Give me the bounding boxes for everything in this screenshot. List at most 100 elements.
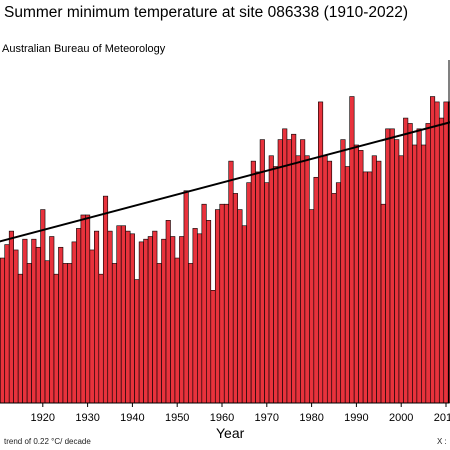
bar-1994 [371, 155, 377, 404]
bar-1976 [291, 133, 297, 404]
bar-1983 [322, 155, 328, 404]
bar-2009 [438, 117, 445, 404]
trend-line [0, 121, 450, 243]
bar-1941 [134, 279, 140, 404]
bar-1911 [0, 257, 6, 404]
bar-2003 [412, 144, 418, 404]
bar-1936 [111, 263, 118, 404]
bar-1997 [385, 128, 391, 404]
bar-1974 [282, 128, 288, 404]
bar-1952 [183, 190, 189, 404]
bar-1926 [67, 263, 73, 404]
bar-1946 [156, 263, 162, 404]
bar-1995 [376, 160, 382, 404]
bar-1940 [129, 233, 135, 404]
bar-1914 [13, 249, 19, 404]
bar-2005 [421, 144, 427, 404]
bar-2007 [430, 96, 436, 404]
bar-1942 [138, 241, 144, 404]
bar-1924 [58, 246, 64, 404]
chart-subtitle: Australian Bureau of Meteorology [2, 43, 166, 55]
bar-1964 [237, 209, 243, 404]
bar-1954 [192, 228, 198, 404]
bar-1950 [174, 257, 180, 404]
bar-1947 [161, 238, 167, 404]
bar-1980 [309, 209, 315, 404]
bar-1956 [201, 203, 207, 404]
bar-1958 [210, 290, 216, 404]
bar-1971 [268, 155, 274, 404]
bar-1987 [340, 139, 346, 404]
bar-1935 [107, 230, 113, 404]
bar-1965 [241, 225, 247, 404]
bar-1929 [80, 214, 86, 404]
trend-group [0, 121, 450, 243]
x-tick-label-1990: 1990 [344, 412, 368, 424]
bar-1999 [394, 139, 400, 404]
bar-1967 [250, 160, 256, 404]
bar-1970 [264, 182, 270, 404]
x-tick-label-2000: 2000 [389, 412, 413, 424]
bar-1934 [102, 195, 109, 404]
bars-group [0, 96, 450, 404]
bar-1959 [214, 209, 221, 404]
bar-1944 [147, 236, 153, 404]
bar-1992 [362, 171, 368, 404]
plot-frame [0, 60, 450, 404]
bar-1963 [232, 193, 238, 404]
x-axis-label: Year [216, 425, 245, 441]
bar-1985 [331, 193, 337, 404]
bar-1921 [44, 260, 50, 404]
bar-1943 [143, 238, 149, 404]
bar-1928 [76, 228, 82, 404]
bar-1932 [94, 230, 100, 404]
bar-1915 [17, 273, 23, 404]
bar-1918 [31, 238, 37, 404]
bar-1922 [49, 236, 55, 404]
bar-1982 [318, 101, 324, 404]
bar-1923 [53, 273, 59, 404]
x-tick-label-1970: 1970 [255, 412, 279, 424]
bar-1933 [98, 273, 104, 404]
bar-1951 [179, 236, 185, 404]
x-tick-label-1940: 1940 [120, 412, 144, 424]
bar-1917 [26, 263, 32, 404]
bar-1962 [228, 160, 234, 404]
bar-1989 [349, 96, 355, 404]
footer-right-label: X : [437, 437, 447, 446]
bar-1960 [219, 203, 225, 404]
bar-1949 [170, 236, 176, 404]
bar-1978 [300, 139, 306, 404]
bar-1930 [85, 214, 91, 404]
bar-1919 [35, 246, 41, 404]
bar-2002 [407, 123, 413, 404]
bar-1937 [116, 225, 122, 404]
x-tick-label-2010: 2010 [434, 412, 450, 424]
bar-1975 [286, 139, 292, 404]
bar-1916 [22, 238, 28, 404]
bar-2008 [434, 101, 440, 404]
bar-2006 [425, 123, 431, 404]
bar-2004 [416, 128, 422, 404]
bar-1969 [259, 139, 265, 404]
bar-2010 [443, 101, 449, 404]
bar-1948 [165, 220, 171, 404]
bar-1968 [255, 171, 261, 404]
bar-1991 [358, 150, 364, 404]
bar-2001 [403, 117, 409, 404]
bar-1998 [389, 128, 395, 404]
bar-1979 [304, 155, 310, 404]
bar-1984 [326, 160, 333, 404]
bar-1955 [197, 233, 203, 404]
bar-1990 [353, 144, 359, 404]
bar-1993 [367, 171, 373, 404]
bar-1953 [188, 263, 194, 404]
bar-1920 [40, 209, 46, 404]
trend-note: trend of 0.22 °C/ decade [4, 437, 91, 446]
bar-1927 [71, 241, 77, 404]
bar-2000 [398, 155, 404, 404]
x-tick-label-1950: 1950 [165, 412, 189, 424]
bar-1996 [380, 203, 386, 404]
bar-1973 [277, 139, 283, 404]
